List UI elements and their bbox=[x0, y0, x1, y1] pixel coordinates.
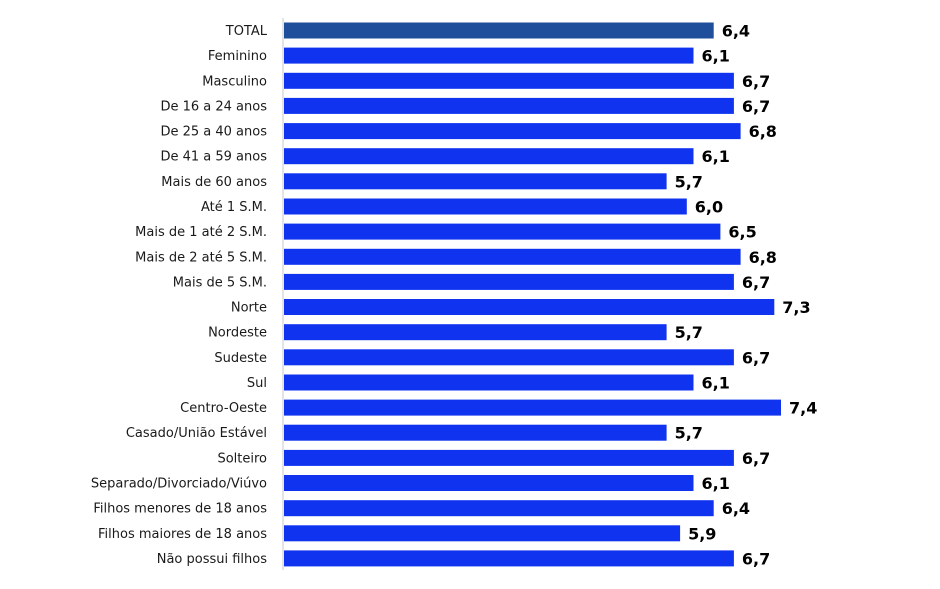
bar-05 bbox=[284, 148, 694, 165]
category-label-06: Mais de 60 anos bbox=[161, 175, 267, 190]
value-label-03: 6,7 bbox=[742, 97, 770, 116]
bar-20 bbox=[284, 525, 681, 542]
bar-08 bbox=[284, 223, 721, 240]
category-label-04: De 25 a 40 anos bbox=[160, 125, 267, 140]
category-label-02: Masculino bbox=[202, 74, 267, 89]
value-label-02: 6,7 bbox=[742, 72, 770, 91]
value-label-07: 6,0 bbox=[695, 198, 723, 217]
value-label-15: 7,4 bbox=[789, 399, 817, 418]
bar-18 bbox=[284, 475, 694, 491]
category-label-20: Filhos maiores de 18 anos bbox=[98, 527, 267, 542]
category-label-21: Não possui filhos bbox=[157, 552, 268, 567]
value-label-13: 6,7 bbox=[742, 348, 770, 367]
bars-group bbox=[284, 22, 781, 567]
category-label-05: De 41 a 59 anos bbox=[160, 150, 267, 165]
bar-14 bbox=[284, 374, 694, 391]
value-label-10: 6,7 bbox=[742, 273, 770, 292]
bar-10 bbox=[284, 273, 734, 290]
bar-11 bbox=[284, 299, 775, 315]
category-label-18: Separado/Divorciado/Viúvo bbox=[91, 477, 267, 492]
category-label-08: Mais de 1 até 2 S.M. bbox=[135, 225, 267, 240]
value-label-09: 6,8 bbox=[749, 248, 777, 267]
value-label-05: 6,1 bbox=[702, 147, 730, 166]
category-label-09: Mais de 2 até 5 S.M. bbox=[135, 250, 267, 265]
category-label-13: Sudeste bbox=[214, 351, 267, 366]
category-labels-group: TOTAL Feminino Masculino De 16 a 24 anos De … bbox=[91, 24, 268, 567]
bar-15 bbox=[284, 399, 781, 416]
bar-17 bbox=[284, 449, 734, 466]
value-label-12: 5,7 bbox=[675, 323, 703, 342]
value-label-17: 6,7 bbox=[742, 449, 770, 468]
category-label-17: Solteiro bbox=[217, 451, 267, 466]
bar-04 bbox=[284, 123, 741, 140]
value-label-21: 6,7 bbox=[742, 549, 770, 568]
bar-01 bbox=[284, 47, 694, 64]
category-label-14: Sul bbox=[247, 376, 267, 391]
bar-06 bbox=[284, 173, 667, 190]
category-label-19: Filhos menores de 18 anos bbox=[93, 502, 267, 517]
bar-03 bbox=[284, 97, 734, 114]
value-label-06: 5,7 bbox=[675, 172, 703, 191]
value-label-20: 5,9 bbox=[688, 524, 716, 543]
value-label-04: 6,8 bbox=[749, 122, 777, 141]
bar-07 bbox=[284, 198, 687, 215]
bar-12 bbox=[284, 324, 667, 341]
bar-19 bbox=[284, 500, 714, 517]
value-label-19: 6,4 bbox=[722, 499, 750, 518]
category-label-00: TOTAL bbox=[225, 24, 268, 39]
bar-02 bbox=[284, 72, 734, 89]
value-label-11: 7,3 bbox=[782, 298, 810, 317]
category-label-15: Centro-Oeste bbox=[180, 401, 267, 416]
bar-21 bbox=[284, 550, 734, 567]
value-label-16: 5,7 bbox=[675, 424, 703, 443]
value-label-14: 6,1 bbox=[702, 374, 730, 393]
bar-13 bbox=[284, 349, 734, 366]
category-label-01: Feminino bbox=[208, 49, 267, 64]
value-label-08: 6,5 bbox=[728, 223, 756, 242]
value-label-18: 6,1 bbox=[702, 474, 730, 493]
category-label-16: Casado/União Estável bbox=[126, 426, 267, 441]
bar-16 bbox=[284, 424, 667, 441]
value-labels-group: 6,4 6,1 6,7 6,7 6,8 6,1 5,7 6,0 6,5 6,8 6,7 7,3 5,7 6… bbox=[675, 22, 818, 569]
category-label-10: Mais de 5 S.M. bbox=[173, 275, 267, 290]
category-label-03: De 16 a 24 anos bbox=[160, 99, 267, 114]
value-label-00: 6,4 bbox=[722, 22, 750, 41]
bar-09 bbox=[284, 248, 741, 265]
category-label-07: Até 1 S.M. bbox=[201, 200, 267, 215]
category-label-11: Norte bbox=[231, 301, 267, 316]
bar-00 bbox=[284, 22, 714, 39]
value-label-01: 6,1 bbox=[702, 47, 730, 66]
category-label-12: Nordeste bbox=[208, 326, 267, 341]
